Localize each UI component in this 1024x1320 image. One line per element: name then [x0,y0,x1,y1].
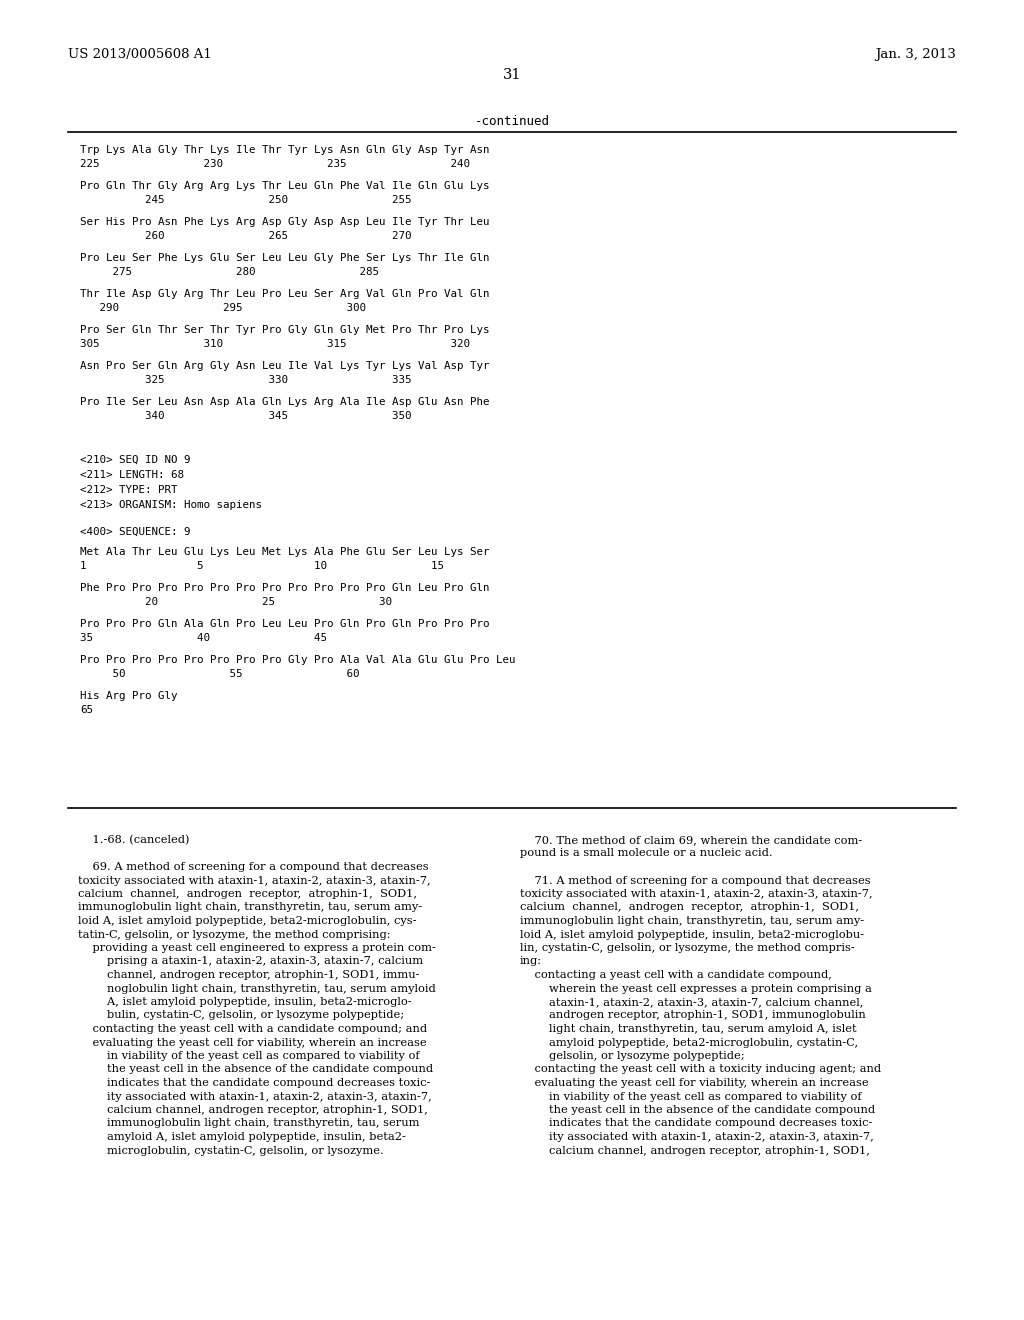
Text: 245                250                255: 245 250 255 [80,195,412,205]
Text: Phe Pro Pro Pro Pro Pro Pro Pro Pro Pro Pro Pro Gln Leu Pro Gln: Phe Pro Pro Pro Pro Pro Pro Pro Pro Pro … [80,583,489,593]
Text: 1.-68. (canceled): 1.-68. (canceled) [78,836,189,845]
Text: evaluating the yeast cell for viability, wherein an increase: evaluating the yeast cell for viability,… [520,1078,868,1088]
Text: channel, androgen receptor, atrophin-1, SOD1, immu-: channel, androgen receptor, atrophin-1, … [78,970,420,979]
Text: 71. A method of screening for a compound that decreases: 71. A method of screening for a compound… [520,875,870,886]
Text: 275                280                285: 275 280 285 [80,267,379,277]
Text: Ser His Pro Asn Phe Lys Arg Asp Gly Asp Asp Leu Ile Tyr Thr Leu: Ser His Pro Asn Phe Lys Arg Asp Gly Asp … [80,216,489,227]
Text: US 2013/0005608 A1: US 2013/0005608 A1 [68,48,212,61]
Text: calcium channel, androgen receptor, atrophin-1, SOD1,: calcium channel, androgen receptor, atro… [520,1146,869,1155]
Text: Pro Pro Pro Pro Pro Pro Pro Pro Gly Pro Ala Val Ala Glu Glu Pro Leu: Pro Pro Pro Pro Pro Pro Pro Pro Gly Pro … [80,655,515,665]
Text: 70. The method of claim 69, wherein the candidate com-: 70. The method of claim 69, wherein the … [520,836,862,845]
Text: 305                310                315                320: 305 310 315 320 [80,339,470,348]
Text: His Arg Pro Gly: His Arg Pro Gly [80,690,177,701]
Text: androgen receptor, atrophin-1, SOD1, immunoglobulin: androgen receptor, atrophin-1, SOD1, imm… [520,1011,865,1020]
Text: immunoglobulin light chain, transthyretin, tau, serum amy-: immunoglobulin light chain, transthyreti… [78,903,422,912]
Text: loid A, islet amyloid polypeptide, insulin, beta2-microglobu-: loid A, islet amyloid polypeptide, insul… [520,929,864,940]
Text: Met Ala Thr Leu Glu Lys Leu Met Lys Ala Phe Glu Ser Leu Lys Ser: Met Ala Thr Leu Glu Lys Leu Met Lys Ala … [80,546,489,557]
Text: providing a yeast cell engineered to express a protein com-: providing a yeast cell engineered to exp… [78,942,436,953]
Text: calcium  channel,  androgen  receptor,  atrophin-1,  SOD1,: calcium channel, androgen receptor, atro… [520,903,859,912]
Text: tatin-C, gelsolin, or lysozyme, the method comprising:: tatin-C, gelsolin, or lysozyme, the meth… [78,929,390,940]
Text: <212> TYPE: PRT: <212> TYPE: PRT [80,484,177,495]
Text: Asn Pro Ser Gln Arg Gly Asn Leu Ile Val Lys Tyr Lys Val Asp Tyr: Asn Pro Ser Gln Arg Gly Asn Leu Ile Val … [80,360,489,371]
Text: loid A, islet amyloid polypeptide, beta2-microglobulin, cys-: loid A, islet amyloid polypeptide, beta2… [78,916,417,927]
Text: Pro Gln Thr Gly Arg Arg Lys Thr Leu Gln Phe Val Ile Gln Glu Lys: Pro Gln Thr Gly Arg Arg Lys Thr Leu Gln … [80,181,489,191]
Text: calcium channel, androgen receptor, atrophin-1, SOD1,: calcium channel, androgen receptor, atro… [78,1105,428,1115]
Text: immunoglobulin light chain, transthyretin, tau, serum amy-: immunoglobulin light chain, transthyreti… [520,916,864,927]
Text: 50                55                60: 50 55 60 [80,669,359,678]
Text: amyloid polypeptide, beta2-microglobulin, cystatin-C,: amyloid polypeptide, beta2-microglobulin… [520,1038,858,1048]
Text: noglobulin light chain, transthyretin, tau, serum amyloid: noglobulin light chain, transthyretin, t… [78,983,436,994]
Text: ity associated with ataxin-1, ataxin-2, ataxin-3, ataxin-7,: ity associated with ataxin-1, ataxin-2, … [520,1133,873,1142]
Text: ity associated with ataxin-1, ataxin-2, ataxin-3, ataxin-7,: ity associated with ataxin-1, ataxin-2, … [78,1092,432,1101]
Text: 20                25                30: 20 25 30 [80,597,392,607]
Text: Trp Lys Ala Gly Thr Lys Ile Thr Tyr Lys Asn Gln Gly Asp Tyr Asn: Trp Lys Ala Gly Thr Lys Ile Thr Tyr Lys … [80,145,489,154]
Text: 290                295                300: 290 295 300 [80,304,366,313]
Text: ataxin-1, ataxin-2, ataxin-3, ataxin-7, calcium channel,: ataxin-1, ataxin-2, ataxin-3, ataxin-7, … [520,997,863,1007]
Text: in viability of the yeast cell as compared to viability of: in viability of the yeast cell as compar… [78,1051,420,1061]
Text: contacting the yeast cell with a toxicity inducing agent; and: contacting the yeast cell with a toxicit… [520,1064,881,1074]
Text: <211> LENGTH: 68: <211> LENGTH: 68 [80,470,184,480]
Text: 340                345                350: 340 345 350 [80,411,412,421]
Text: 1                 5                 10                15: 1 5 10 15 [80,561,444,572]
Text: gelsolin, or lysozyme polypeptide;: gelsolin, or lysozyme polypeptide; [520,1051,744,1061]
Text: toxicity associated with ataxin-1, ataxin-2, ataxin-3, ataxin-7,: toxicity associated with ataxin-1, ataxi… [520,888,872,899]
Text: calcium  channel,  androgen  receptor,  atrophin-1,  SOD1,: calcium channel, androgen receptor, atro… [78,888,417,899]
Text: -continued: -continued [474,115,550,128]
Text: the yeast cell in the absence of the candidate compound: the yeast cell in the absence of the can… [520,1105,876,1115]
Text: <213> ORGANISM: Homo sapiens: <213> ORGANISM: Homo sapiens [80,500,262,510]
Text: immunoglobulin light chain, transthyretin, tau, serum: immunoglobulin light chain, transthyreti… [78,1118,420,1129]
Text: Thr Ile Asp Gly Arg Thr Leu Pro Leu Ser Arg Val Gln Pro Val Gln: Thr Ile Asp Gly Arg Thr Leu Pro Leu Ser … [80,289,489,300]
Text: microglobulin, cystatin-C, gelsolin, or lysozyme.: microglobulin, cystatin-C, gelsolin, or … [78,1146,384,1155]
Text: 225                230                235                240: 225 230 235 240 [80,158,470,169]
Text: in viability of the yeast cell as compared to viability of: in viability of the yeast cell as compar… [520,1092,861,1101]
Text: toxicity associated with ataxin-1, ataxin-2, ataxin-3, ataxin-7,: toxicity associated with ataxin-1, ataxi… [78,875,431,886]
Text: wherein the yeast cell expresses a protein comprising a: wherein the yeast cell expresses a prote… [520,983,871,994]
Text: 325                330                335: 325 330 335 [80,375,412,385]
Text: prising a ataxin-1, ataxin-2, ataxin-3, ataxin-7, calcium: prising a ataxin-1, ataxin-2, ataxin-3, … [78,957,423,966]
Text: pound is a small molecule or a nucleic acid.: pound is a small molecule or a nucleic a… [520,849,773,858]
Text: Pro Ser Gln Thr Ser Thr Tyr Pro Gly Gln Gly Met Pro Thr Pro Lys: Pro Ser Gln Thr Ser Thr Tyr Pro Gly Gln … [80,325,489,335]
Text: contacting the yeast cell with a candidate compound; and: contacting the yeast cell with a candida… [78,1024,427,1034]
Text: Pro Leu Ser Phe Lys Glu Ser Leu Leu Gly Phe Ser Lys Thr Ile Gln: Pro Leu Ser Phe Lys Glu Ser Leu Leu Gly … [80,253,489,263]
Text: indicates that the candidate compound decreases toxic-: indicates that the candidate compound de… [520,1118,872,1129]
Text: Pro Ile Ser Leu Asn Asp Ala Gln Lys Arg Ala Ile Asp Glu Asn Phe: Pro Ile Ser Leu Asn Asp Ala Gln Lys Arg … [80,397,489,407]
Text: 31: 31 [503,69,521,82]
Text: Pro Pro Pro Gln Ala Gln Pro Leu Leu Pro Gln Pro Gln Pro Pro Pro: Pro Pro Pro Gln Ala Gln Pro Leu Leu Pro … [80,619,489,630]
Text: A, islet amyloid polypeptide, insulin, beta2-microglo-: A, islet amyloid polypeptide, insulin, b… [78,997,412,1007]
Text: contacting a yeast cell with a candidate compound,: contacting a yeast cell with a candidate… [520,970,831,979]
Text: 69. A method of screening for a compound that decreases: 69. A method of screening for a compound… [78,862,429,873]
Text: lin, cystatin-C, gelsolin, or lysozyme, the method compris-: lin, cystatin-C, gelsolin, or lysozyme, … [520,942,855,953]
Text: <210> SEQ ID NO 9: <210> SEQ ID NO 9 [80,455,190,465]
Text: amyloid A, islet amyloid polypeptide, insulin, beta2-: amyloid A, islet amyloid polypeptide, in… [78,1133,406,1142]
Text: evaluating the yeast cell for viability, wherein an increase: evaluating the yeast cell for viability,… [78,1038,427,1048]
Text: light chain, transthyretin, tau, serum amyloid A, islet: light chain, transthyretin, tau, serum a… [520,1024,857,1034]
Text: Jan. 3, 2013: Jan. 3, 2013 [876,48,956,61]
Text: bulin, cystatin-C, gelsolin, or lysozyme polypeptide;: bulin, cystatin-C, gelsolin, or lysozyme… [78,1011,404,1020]
Text: <400> SEQUENCE: 9: <400> SEQUENCE: 9 [80,527,190,537]
Text: the yeast cell in the absence of the candidate compound: the yeast cell in the absence of the can… [78,1064,433,1074]
Text: 65: 65 [80,705,93,715]
Text: 260                265                270: 260 265 270 [80,231,412,242]
Text: indicates that the candidate compound decreases toxic-: indicates that the candidate compound de… [78,1078,430,1088]
Text: 35                40                45: 35 40 45 [80,634,327,643]
Text: ing:: ing: [520,957,542,966]
